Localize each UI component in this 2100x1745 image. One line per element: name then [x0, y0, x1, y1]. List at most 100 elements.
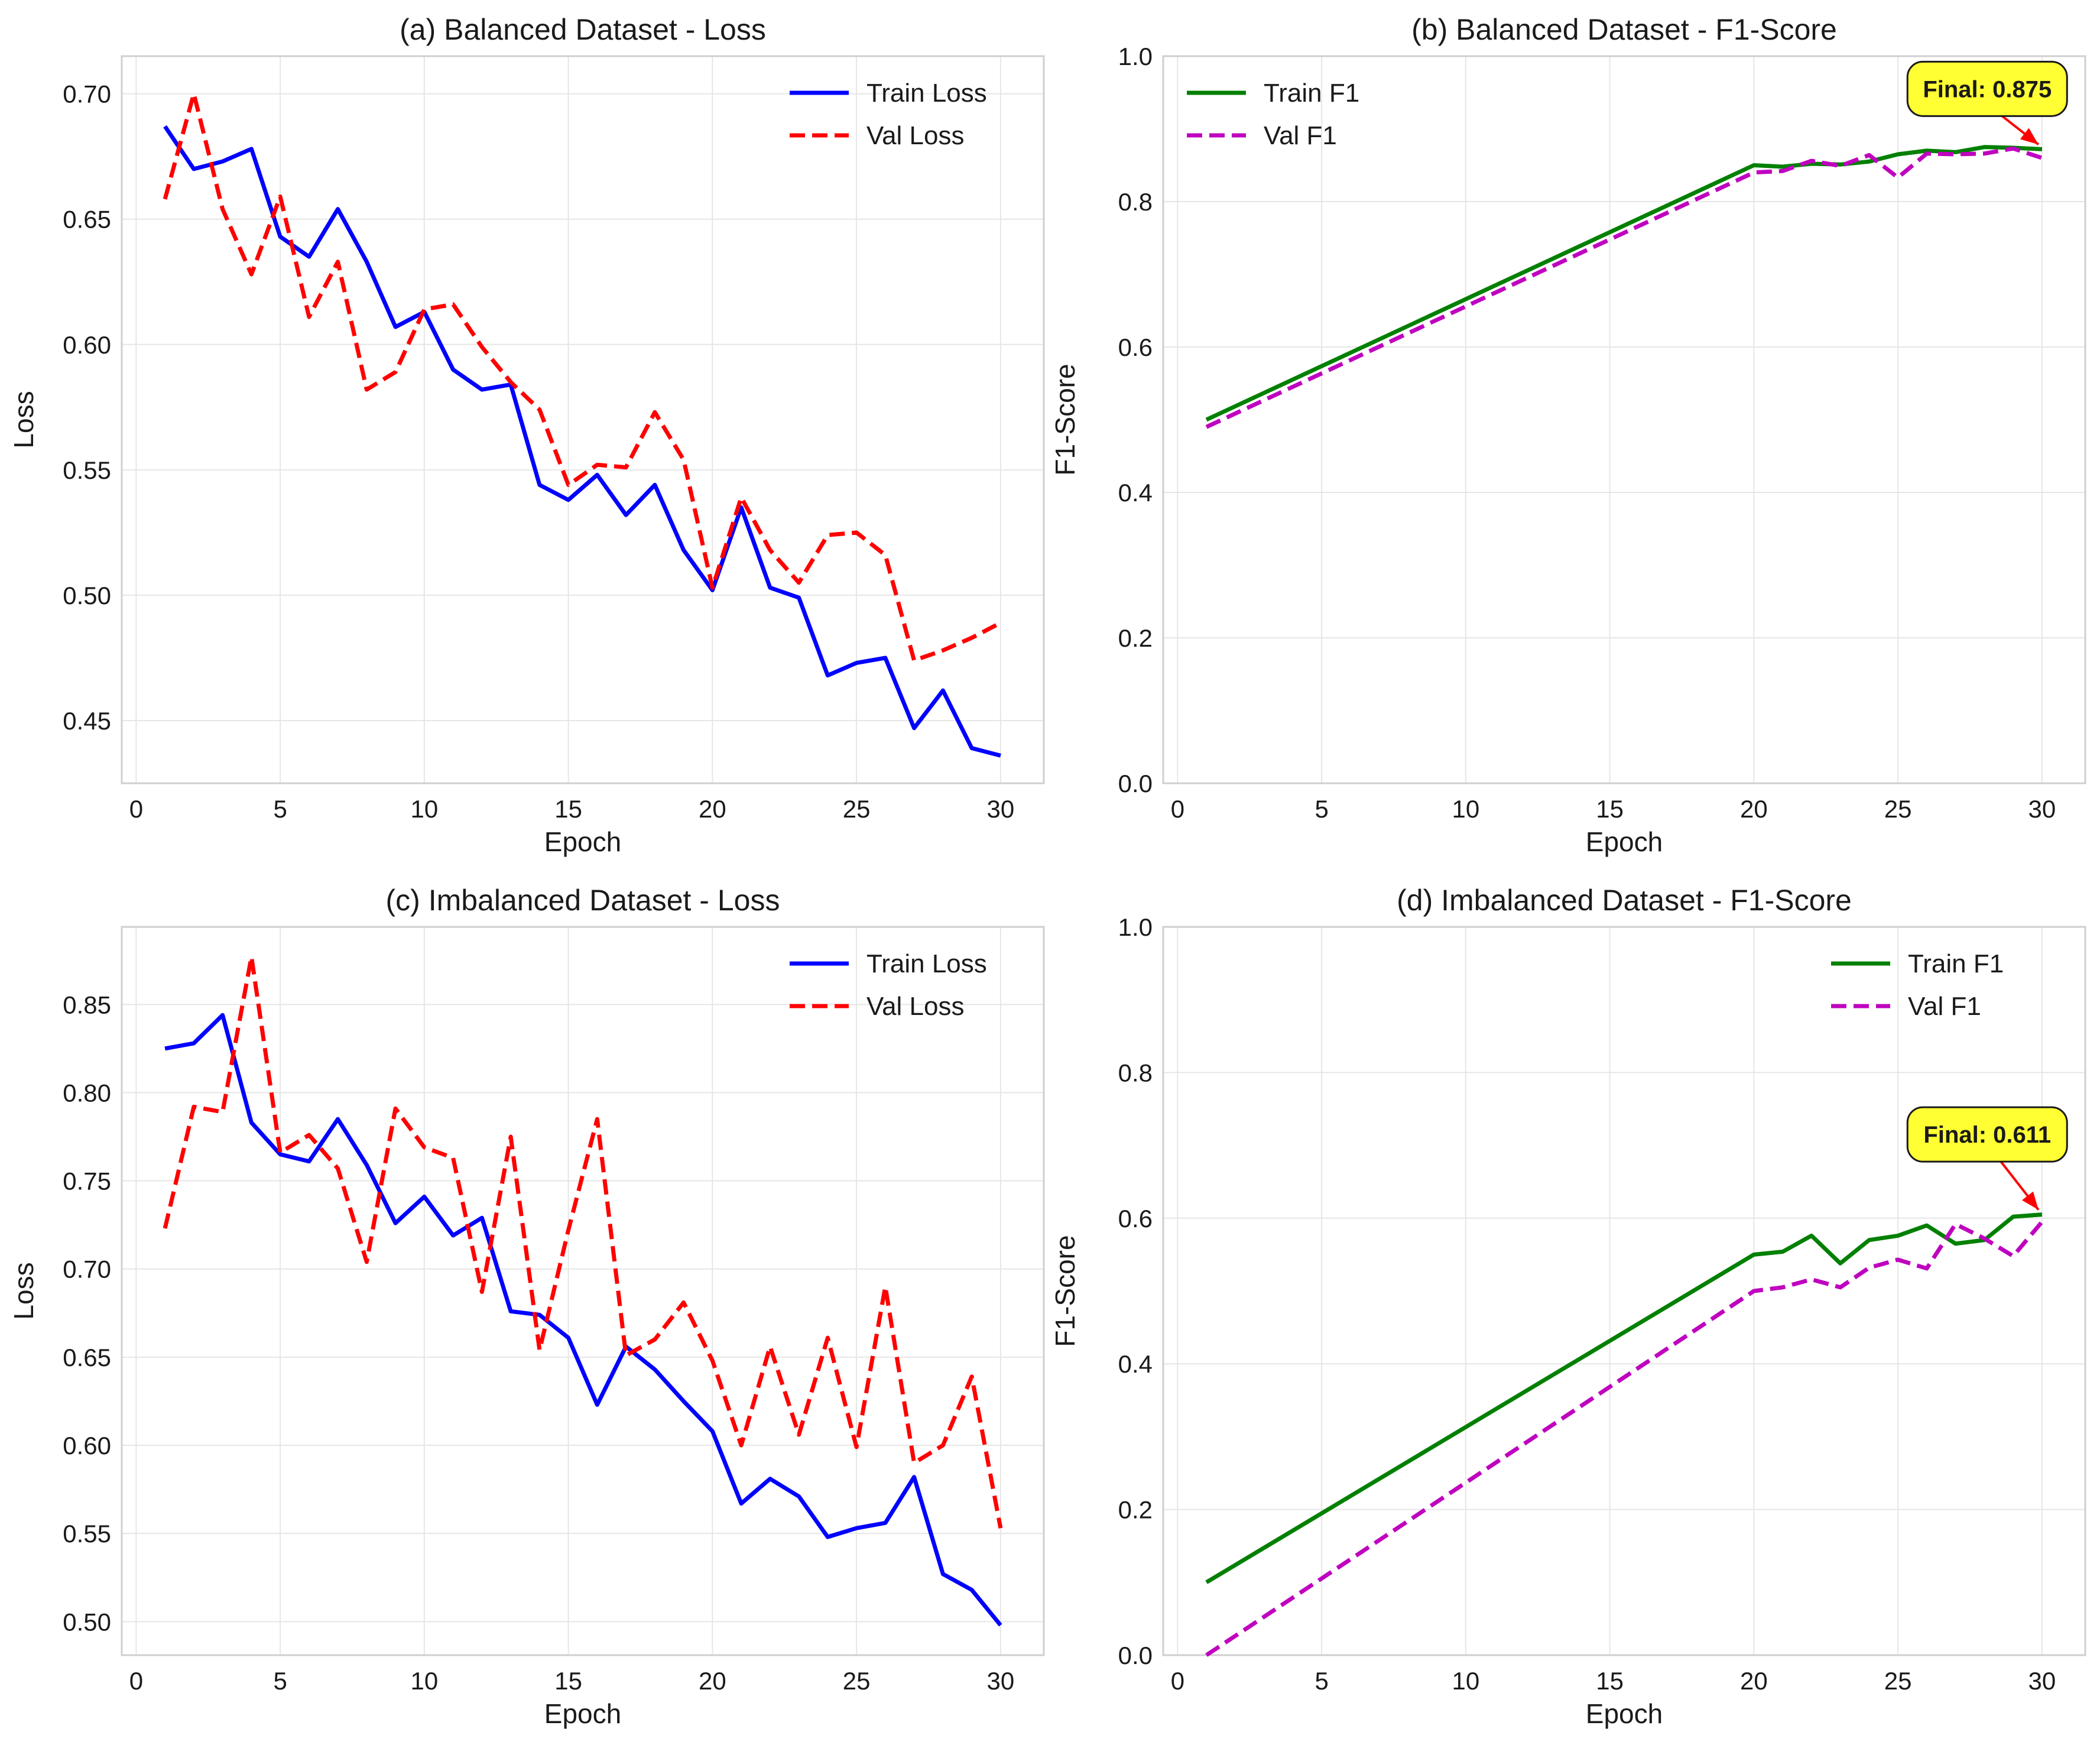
- x-tick-label: 15: [554, 1667, 582, 1695]
- annotation-arrowhead: [2020, 128, 2039, 145]
- x-tick-label: 10: [411, 795, 439, 823]
- chart-title: (d) Imbalanced Dataset - F1-Score: [1397, 884, 1852, 917]
- x-axis-label: Epoch: [1586, 826, 1663, 857]
- y-tick-label: 0.55: [63, 456, 111, 484]
- x-tick-label: 30: [2028, 795, 2056, 823]
- x-tick-label: 5: [273, 795, 287, 823]
- x-tick-label: 15: [1596, 795, 1624, 823]
- x-tick-label: 20: [699, 1667, 726, 1695]
- x-tick-label: 25: [1884, 1667, 1912, 1695]
- axes-frame: [121, 55, 1045, 784]
- x-tick-label: 20: [1740, 1667, 1768, 1695]
- x-tick-label: 30: [2028, 1667, 2056, 1695]
- y-tick-label: 0.6: [1118, 1205, 1153, 1232]
- legend-label-train-loss: Train Loss: [866, 949, 987, 978]
- y-tick-label: 0.65: [63, 206, 111, 233]
- x-tick-label: 10: [1452, 1667, 1480, 1695]
- chart-title: (b) Balanced Dataset - F1-Score: [1411, 13, 1837, 46]
- y-tick-label: 0.50: [63, 1608, 111, 1636]
- panel-d-imbalanced-f1: 0 5 10 15 20 25 30 0.0 0.2 0.4 0.6 0.8 1.0 (d) Imbala…: [1050, 884, 2086, 1729]
- y-tick-label: 0.70: [63, 80, 111, 108]
- panel-c-imbalanced-loss: 0 5 10 15 20 25 30 0.50 0.55 0.60 0.65 0.70 0.75 0.80…: [8, 884, 1045, 1729]
- x-tick-label: 15: [554, 795, 582, 823]
- y-tick-label: 1.0: [1118, 913, 1153, 941]
- y-tick-label: 0.55: [63, 1520, 111, 1548]
- legend: Train F1 Val F1: [1187, 79, 1359, 150]
- x-axis-label: Epoch: [544, 1698, 621, 1729]
- y-tick-label: 0.2: [1118, 624, 1153, 652]
- y-tick-label: 0.8: [1118, 1059, 1153, 1086]
- legend-label-train-f1: Train F1: [1264, 79, 1359, 108]
- legend-label-val-loss: Val Loss: [866, 121, 965, 150]
- x-tick-label: 0: [129, 1667, 143, 1695]
- x-tick-label: 5: [273, 1667, 287, 1695]
- annotation-box: [1906, 60, 2068, 117]
- legend-label-val-f1: Val F1: [1264, 121, 1337, 150]
- y-tick-label: 0.45: [63, 707, 111, 735]
- y-tick-label: 0.4: [1118, 479, 1153, 507]
- x-tick-label: 30: [987, 795, 1015, 823]
- chart-title: (c) Imbalanced Dataset - Loss: [386, 884, 780, 917]
- y-tick-label: 1.0: [1118, 43, 1153, 70]
- annotation-label: Final: 0.875: [1923, 76, 2052, 102]
- legend-label-val-loss: Val Loss: [866, 992, 965, 1021]
- legend-label-train-loss: Train Loss: [866, 79, 987, 108]
- y-tick-label: 0.6: [1118, 333, 1153, 361]
- y-tick-label: 0.75: [63, 1167, 111, 1195]
- y-tick-label: 0.70: [63, 1256, 111, 1283]
- y-tick-label: 0.0: [1118, 1642, 1153, 1669]
- x-tick-label: 5: [1314, 795, 1328, 823]
- series-line-train-f1: [1205, 145, 2043, 422]
- x-tick-label: 0: [129, 795, 143, 823]
- annotation-label: Final: 0.611: [1923, 1122, 2051, 1148]
- series-line-train-loss: [164, 1013, 1002, 1627]
- y-axis-label: Loss: [8, 1262, 39, 1319]
- series-line-val-f1: [1205, 1220, 2044, 1657]
- axes-frame: [1162, 55, 2086, 784]
- final-annotation: Final: 0.875: [1906, 60, 2068, 146]
- series-line-train-f1: [1205, 1212, 2043, 1584]
- y-axis-label: F1-Score: [1050, 364, 1080, 475]
- y-tick-label: 0.60: [63, 331, 111, 359]
- x-axis-label: Epoch: [1586, 1698, 1663, 1729]
- series-line-train-loss: [163, 125, 1001, 758]
- x-tick-label: 20: [699, 795, 726, 823]
- y-tick-label: 0.8: [1118, 188, 1153, 216]
- y-tick-label: 0.2: [1118, 1496, 1153, 1524]
- y-tick-label: 0.4: [1118, 1350, 1153, 1378]
- series-line-val-f1: [1205, 146, 2043, 429]
- x-tick-label: 25: [1884, 795, 1912, 823]
- x-tick-label: 15: [1596, 1667, 1624, 1695]
- series-line-val-loss: [163, 955, 1003, 1529]
- series-line-val-loss: [163, 92, 1002, 663]
- x-tick-label: 0: [1171, 1667, 1184, 1695]
- x-tick-label: 0: [1171, 795, 1184, 823]
- x-tick-label: 10: [1452, 795, 1480, 823]
- y-tick-label: 0.60: [63, 1432, 111, 1459]
- annotation-box: [1906, 1106, 2068, 1163]
- annotation-arrowhead: [2021, 1191, 2039, 1210]
- legend: Train Loss Val Loss: [790, 949, 987, 1021]
- final-annotation: Final: 0.611: [1906, 1106, 2068, 1211]
- x-tick-label: 25: [843, 795, 871, 823]
- x-tick-label: 5: [1314, 1667, 1328, 1695]
- axes-frame: [1162, 926, 2086, 1656]
- x-tick-label: 20: [1740, 795, 1768, 823]
- y-tick-label: 0.0: [1118, 770, 1153, 797]
- chart-title: (a) Balanced Dataset - Loss: [400, 13, 766, 46]
- y-axis-label: F1-Score: [1050, 1235, 1080, 1347]
- x-tick-label: 10: [411, 1667, 439, 1695]
- legend: Train F1 Val F1: [1831, 949, 2004, 1021]
- x-axis-label: Epoch: [544, 826, 621, 857]
- y-tick-label: 0.65: [63, 1344, 111, 1371]
- axes-frame: [121, 926, 1045, 1656]
- legend: Train Loss Val Loss: [790, 79, 987, 150]
- y-tick-label: 0.85: [63, 991, 111, 1019]
- y-axis-label: Loss: [8, 391, 39, 448]
- y-tick-label: 0.80: [63, 1079, 111, 1107]
- panel-b-balanced-f1: 0 5 10 15 20 25 30 0.0 0.2 0.4 0.6 0.8 1.0 (b) Balanc…: [1050, 13, 2086, 857]
- x-tick-label: 25: [843, 1667, 871, 1695]
- legend-label-train-f1: Train F1: [1908, 949, 2004, 978]
- x-tick-label: 30: [987, 1667, 1015, 1695]
